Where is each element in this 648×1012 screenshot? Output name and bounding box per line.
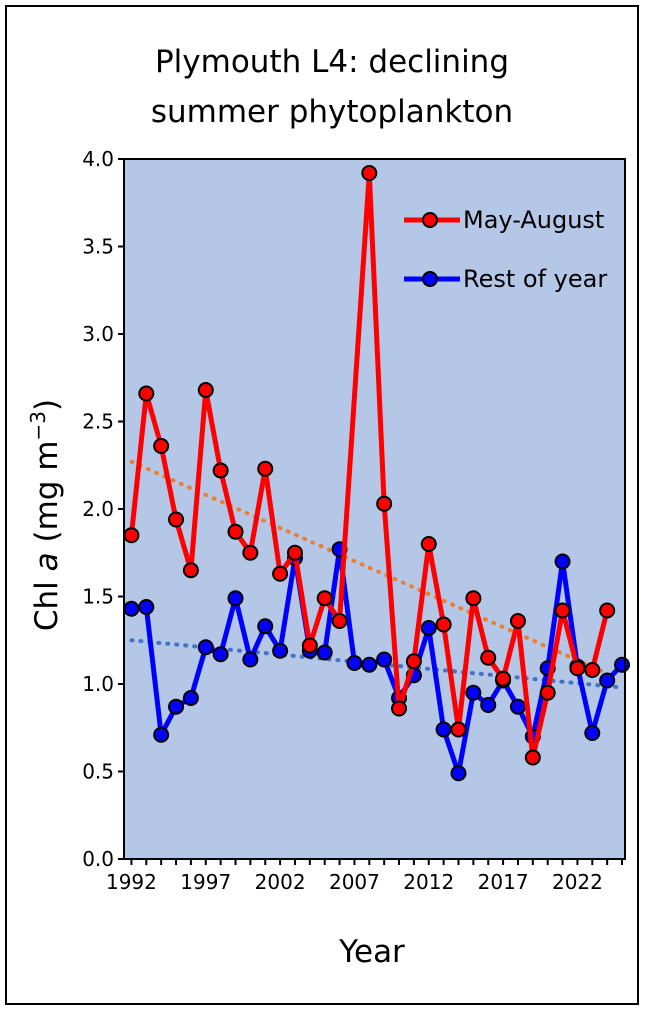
x-tick-label: 1992 — [106, 870, 157, 894]
data-point-may-august — [495, 670, 512, 687]
series-line-may-august — [128, 170, 610, 760]
y-tick-label: 3.0 — [82, 322, 114, 346]
data-point-may-august — [509, 613, 526, 629]
y-axis-label-unit: (mg m — [29, 440, 65, 552]
data-point-may-august — [361, 165, 378, 181]
y-axis-label: Chl a (mg m−3) — [26, 399, 65, 631]
y-tick-label: 4.0 — [82, 147, 114, 171]
data-point-may-august — [539, 684, 556, 701]
data-point-may-august — [420, 536, 437, 552]
data-point-may-august — [569, 660, 586, 677]
y-axis-ticks: 0.0 0.5 1.0 1.5 2.0 2.5 3.0 3.5 4.0 — [82, 147, 124, 871]
data-point-rest-of-year — [227, 590, 244, 607]
data-point-may-august — [153, 438, 170, 454]
legend-marker-may-august — [422, 212, 438, 228]
x-tick-label: 2007 — [329, 870, 380, 894]
data-point-rest-of-year — [138, 599, 155, 615]
data-point-may-august — [301, 637, 318, 654]
chart-title-line-2: summer phytoplankton — [151, 94, 513, 130]
y-tick-label: 3.5 — [82, 235, 114, 259]
data-point-may-august — [524, 749, 541, 766]
legend: May-August Rest of year — [404, 206, 607, 293]
data-point-may-august — [584, 662, 601, 678]
x-axis-label: Year — [338, 934, 405, 970]
data-point-may-august — [480, 649, 497, 666]
data-point-rest-of-year — [554, 553, 571, 570]
data-point-rest-of-year — [450, 765, 467, 782]
y-tick-label: 1.0 — [82, 672, 114, 696]
data-point-rest-of-year — [316, 644, 333, 661]
plot-border — [123, 158, 626, 860]
y-axis-label-main: Chl — [29, 571, 65, 631]
data-point-rest-of-year — [197, 639, 214, 656]
data-point-may-august — [286, 544, 303, 561]
y-axis-label-sup: −3 — [26, 411, 50, 440]
data-point-may-august — [168, 511, 185, 528]
data-point-rest-of-year — [465, 684, 482, 701]
data-point-rest-of-year — [346, 655, 363, 671]
data-point-rest-of-year — [509, 698, 526, 715]
data-point-rest-of-year — [242, 651, 259, 668]
data-point-rest-of-year — [182, 690, 199, 706]
data-point-may-august — [138, 385, 155, 402]
data-point-rest-of-year — [376, 651, 393, 668]
data-point-may-august — [123, 527, 140, 544]
x-tick-label: 2022 — [552, 870, 603, 894]
data-point-rest-of-year — [480, 697, 497, 713]
data-point-rest-of-year — [435, 721, 452, 738]
y-axis-label-italic: a — [29, 552, 65, 571]
legend-label-may-august: May-August — [463, 206, 604, 234]
data-point-may-august — [554, 602, 571, 619]
data-point-rest-of-year — [614, 656, 631, 673]
data-point-may-august — [405, 653, 422, 670]
data-point-rest-of-year — [153, 726, 170, 743]
data-point-may-august — [212, 462, 229, 479]
y-tick-label: 0.0 — [82, 847, 114, 871]
data-point-rest-of-year — [123, 600, 140, 617]
x-tick-label: 1997 — [180, 870, 231, 894]
data-point-may-august — [257, 460, 274, 477]
y-tick-label: 1.5 — [82, 585, 114, 609]
x-axis-ticks: 1992 1997 2002 2007 2012 2017 2022 — [106, 859, 624, 894]
data-point-rest-of-year — [420, 620, 437, 636]
data-point-may-august — [331, 613, 348, 629]
data-point-may-august — [391, 700, 408, 717]
svg-text:Chl a (mg m−3): Chl a (mg m−3) — [26, 399, 65, 631]
chart-title-line-1: Plymouth L4: declining — [155, 44, 509, 80]
data-point-may-august — [376, 495, 393, 512]
data-point-may-august — [272, 565, 289, 582]
data-point-rest-of-year — [257, 618, 274, 635]
data-point-may-august — [227, 523, 244, 540]
trendline-may-august — [129, 459, 610, 676]
data-point-may-august — [242, 544, 259, 561]
data-point-may-august — [599, 602, 616, 619]
data-point-rest-of-year — [584, 725, 601, 741]
x-tick-label: 2017 — [478, 870, 529, 894]
data-point-may-august — [316, 590, 333, 607]
data-point-rest-of-year — [599, 672, 616, 689]
y-tick-label: 0.5 — [82, 760, 114, 784]
y-tick-label: 2.5 — [82, 410, 114, 434]
data-point-may-august — [182, 562, 199, 579]
data-point-may-august — [435, 616, 452, 633]
data-point-may-august — [465, 590, 482, 607]
series-group — [123, 165, 631, 782]
x-tick-label: 2002 — [255, 870, 306, 894]
data-point-may-august — [197, 382, 214, 398]
data-point-rest-of-year — [361, 656, 378, 673]
data-point-may-august — [450, 721, 467, 738]
data-point-rest-of-year — [168, 698, 185, 715]
legend-label-rest-of-year: Rest of year — [463, 265, 607, 293]
legend-marker-rest-of-year — [422, 271, 438, 287]
x-tick-label: 2012 — [403, 870, 454, 894]
data-point-rest-of-year — [272, 642, 289, 659]
data-point-rest-of-year — [212, 646, 229, 663]
y-tick-label: 2.0 — [82, 497, 114, 521]
y-axis-label-close: ) — [29, 399, 65, 411]
